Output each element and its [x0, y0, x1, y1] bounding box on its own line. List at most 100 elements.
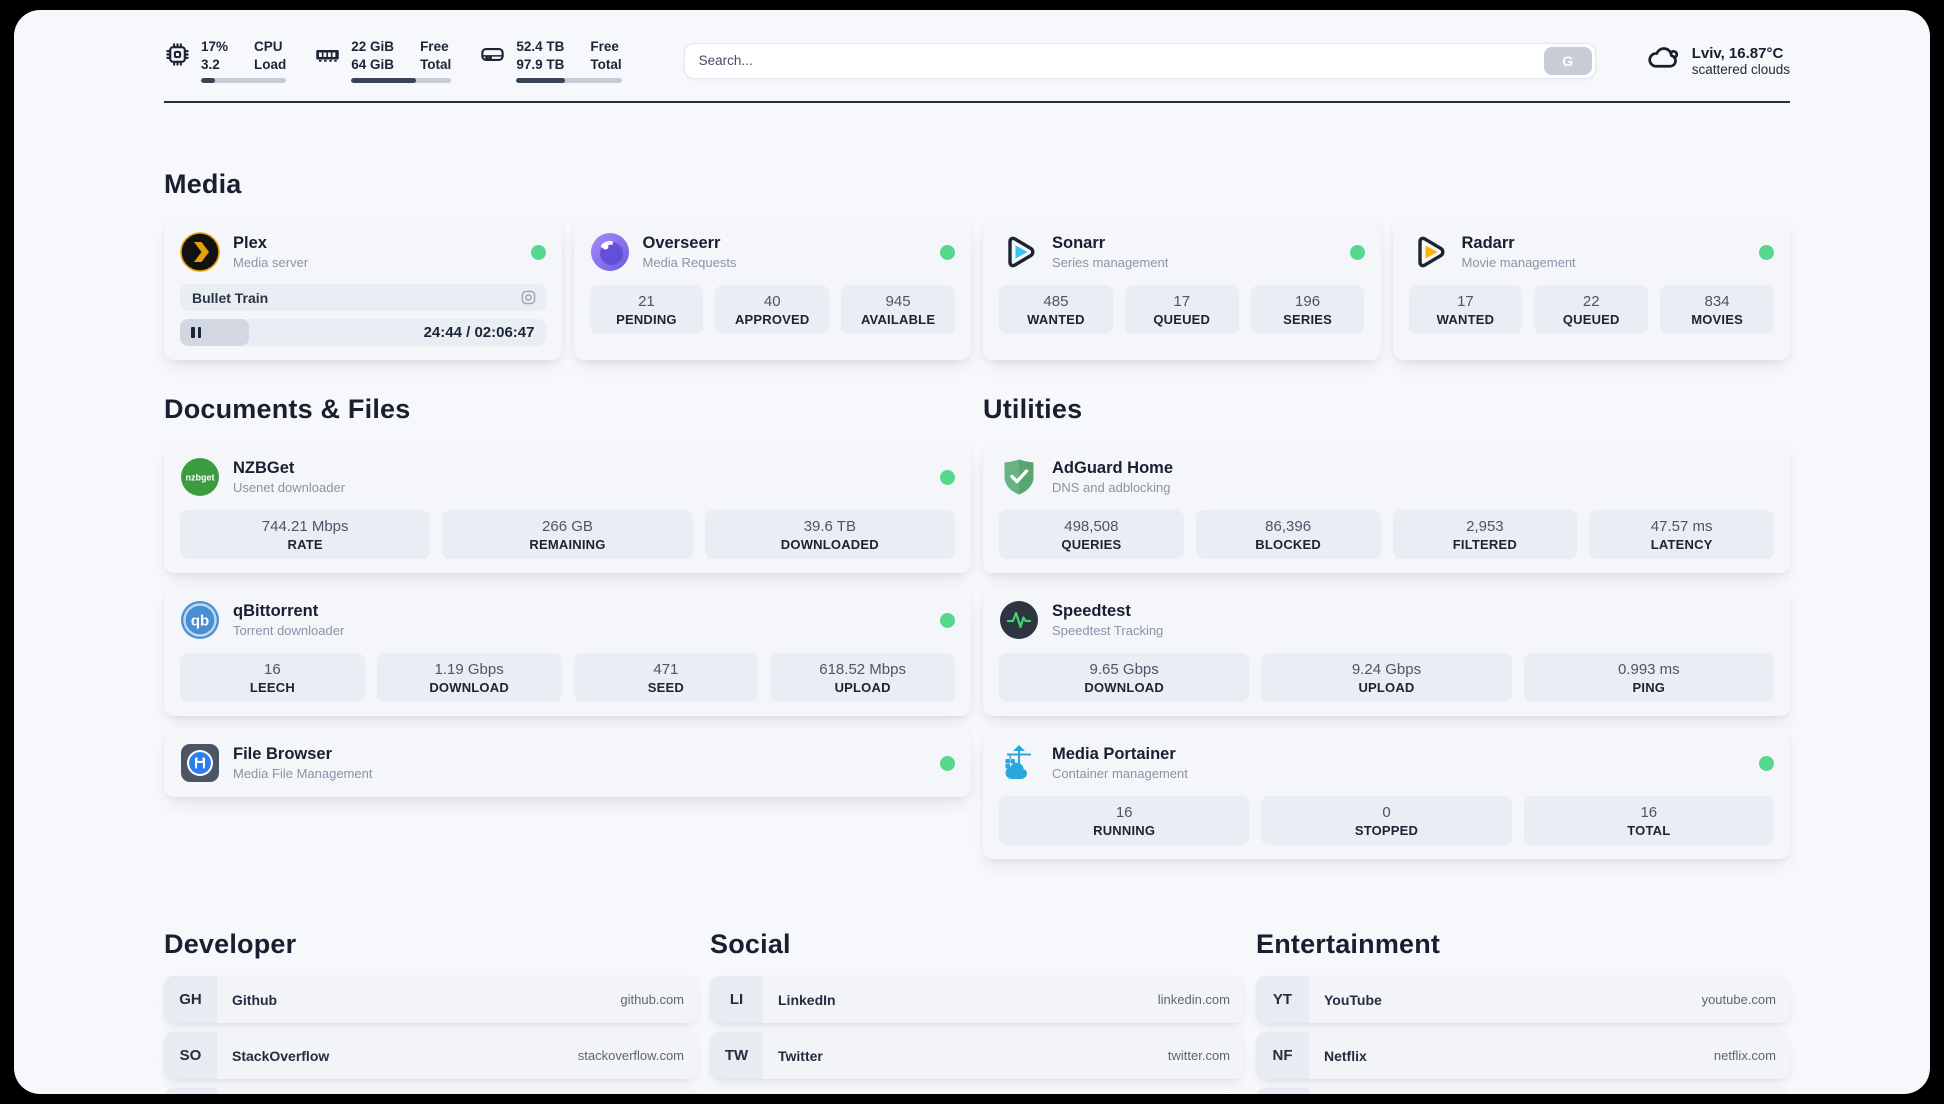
bookmark-reddit[interactable]: RE Reddit reddit.com	[1256, 1088, 1790, 1094]
stat-box: 834 MOVIES	[1660, 285, 1774, 335]
player-progress-fill	[180, 319, 250, 347]
stat-box: 0.993 ms PING	[1523, 653, 1774, 703]
bookmark-youtube[interactable]: YT YouTube youtube.com	[1256, 976, 1790, 1024]
app-subtitle: Series management	[1052, 255, 1169, 271]
stat-box: 485 WANTED	[999, 285, 1113, 335]
video-type-icon	[521, 290, 536, 305]
section-title-documents: Documents & Files	[164, 394, 411, 425]
app-name: Sonarr	[1052, 234, 1106, 253]
app-name: File Browser	[233, 745, 333, 764]
stat-box: 16 LEECH	[180, 653, 365, 703]
stat-box: 9.65 Gbps DOWNLOAD	[999, 653, 1250, 703]
bookmark-abbr: LI	[710, 976, 763, 1024]
sonarr-icon	[999, 232, 1039, 272]
bookmark-url: stackoverflow.com	[577, 1048, 684, 1064]
app-name: AdGuard Home	[1052, 459, 1174, 478]
ram-usage-fill	[351, 78, 417, 84]
app-subtitle: DNS and adblocking	[1052, 480, 1171, 496]
plex-icon	[180, 232, 220, 272]
media-grid: Plex Media server Bullet Train 24:44 / 0…	[164, 218, 1790, 361]
now-playing-title: Bullet Train	[192, 289, 269, 306]
bookmark-abbr: TW	[710, 1032, 763, 1080]
status-dot	[940, 244, 955, 260]
bookmark-netflix[interactable]: NF Netflix netflix.com	[1256, 1032, 1790, 1080]
status-dot	[530, 244, 546, 260]
stat-box: 40 APPROVED	[715, 285, 830, 335]
cloud-icon	[1646, 40, 1682, 81]
stat-box: 1.19 Gbps DOWNLOAD	[376, 653, 562, 703]
stat-box: 17 QUEUED	[1124, 285, 1239, 335]
app-card-plex[interactable]: Plex Media server Bullet Train 24:44 / 0…	[164, 218, 562, 361]
app-card-speedtest[interactable]: Speedtest Speedtest Tracking 9.65 Gbps D…	[983, 586, 1790, 717]
bookmark-name: Github	[232, 991, 278, 1008]
stat-box: 86,396 BLOCKED	[1195, 510, 1381, 560]
weather-widget: Lviv, 16.87°C scattered clouds	[1646, 40, 1790, 81]
section-title-entertainment: Entertainment	[1256, 929, 1441, 960]
disk-free-value: 52.4 TB	[516, 39, 565, 54]
stat-box: 498,508 QUERIES	[999, 510, 1184, 560]
search-engine-button[interactable]: G	[1543, 46, 1592, 75]
search-input[interactable]	[683, 42, 1596, 79]
stat-box: 39.6 TB DOWNLOADED	[704, 510, 955, 560]
cpu-usage-fill	[201, 78, 216, 84]
header-divider	[164, 101, 1790, 104]
stat-box: 618.52 Mbps UPLOAD	[770, 653, 955, 703]
status-dot	[1759, 755, 1774, 771]
stat-box: 16 TOTAL	[1523, 796, 1774, 846]
app-card-filebrowser[interactable]: File Browser Media File Management	[164, 729, 971, 798]
section-title-utilities: Utilities	[983, 394, 1083, 425]
player-progress-bar: 24:44 / 02:06:47	[180, 319, 546, 347]
app-subtitle: Movie management	[1461, 255, 1576, 271]
bookmark-stackoverflow[interactable]: SO StackOverflow stackoverflow.com	[164, 1032, 698, 1080]
stat-box: 196 SERIES	[1250, 285, 1365, 335]
status-dot	[940, 612, 955, 628]
bookmark-abbr: NF	[1256, 1032, 1309, 1080]
bookmark-name: Twitter	[778, 1047, 823, 1064]
app-subtitle: Media File Management	[233, 766, 373, 782]
bookmark-name: LinkedIn	[778, 991, 836, 1008]
search-container: G	[683, 42, 1596, 79]
app-name: Speedtest	[1052, 602, 1131, 621]
bookmark-name: YouTube	[1324, 991, 1382, 1008]
app-card-nzbget[interactable]: nzbget NZBGet Usenet downloader 744.21 M…	[164, 443, 971, 574]
stat-box: 471 SEED	[573, 653, 759, 703]
stat-box: 945 AVAILABLE	[841, 285, 955, 335]
bookmark-url: linkedin.com	[1157, 992, 1230, 1008]
disk-usage-bar	[516, 78, 622, 84]
section-title-social: Social	[710, 929, 791, 960]
app-subtitle: Speedtest Tracking	[1052, 623, 1164, 639]
cpu-metric: 17% 3.2 CPU Load	[164, 38, 287, 84]
documents-column: Documents & Files nzbget NZBGet U	[164, 394, 971, 859]
stat-box: 9.24 Gbps UPLOAD	[1261, 653, 1512, 703]
bookmark-twitter[interactable]: TW Twitter twitter.com	[710, 1032, 1244, 1080]
app-name: Overseerr	[642, 234, 721, 253]
app-card-qbittorrent[interactable]: qb qBittorrent Torrent downloader 16 LEE…	[164, 586, 971, 717]
status-dot	[940, 469, 955, 485]
section-title-developer: Developer	[164, 929, 297, 960]
app-name: Media Portainer	[1052, 745, 1176, 764]
bookmark-name: StackOverflow	[232, 1047, 330, 1064]
stat-box: 0 STOPPED	[1261, 796, 1512, 846]
weather-condition: scattered clouds	[1691, 61, 1790, 77]
cpu-percent: 17%	[201, 39, 229, 54]
app-name: qBittorrent	[233, 602, 319, 621]
bookmark-name: Netflix	[1324, 1047, 1367, 1064]
app-subtitle: Torrent downloader	[233, 623, 345, 639]
social-column: Social LI LinkedIn linkedin.com TW Twitt…	[710, 929, 1244, 1094]
bookmark-linkedin[interactable]: LI LinkedIn linkedin.com	[710, 976, 1244, 1024]
app-card-radarr[interactable]: Radarr Movie management 17 WANTED 22 QUE…	[1392, 218, 1790, 361]
bookmark-dev[interactable]: DT DEV dev.to	[164, 1088, 698, 1094]
stat-box: 266 GB REMAINING	[442, 510, 693, 560]
radarr-icon	[1409, 232, 1449, 272]
app-card-overseerr[interactable]: Overseerr Media Requests 21 PENDING 40 A…	[573, 218, 971, 361]
app-card-sonarr[interactable]: Sonarr Series management 485 WANTED 17 Q…	[983, 218, 1381, 361]
speedtest-icon	[999, 600, 1039, 640]
bookmark-github[interactable]: GH Github github.com	[164, 976, 698, 1024]
bookmark-abbr: YT	[1256, 976, 1309, 1024]
disk-free-label: Free	[590, 39, 619, 54]
stat-box: 744.21 Mbps RATE	[180, 510, 431, 560]
stat-box: 17 WANTED	[1408, 285, 1523, 335]
app-card-portainer[interactable]: Media Portainer Container management 16 …	[983, 729, 1790, 860]
top-bar: 17% 3.2 CPU Load	[164, 38, 1790, 84]
app-card-adguard[interactable]: AdGuard Home DNS and adblocking 498,508 …	[983, 443, 1790, 574]
